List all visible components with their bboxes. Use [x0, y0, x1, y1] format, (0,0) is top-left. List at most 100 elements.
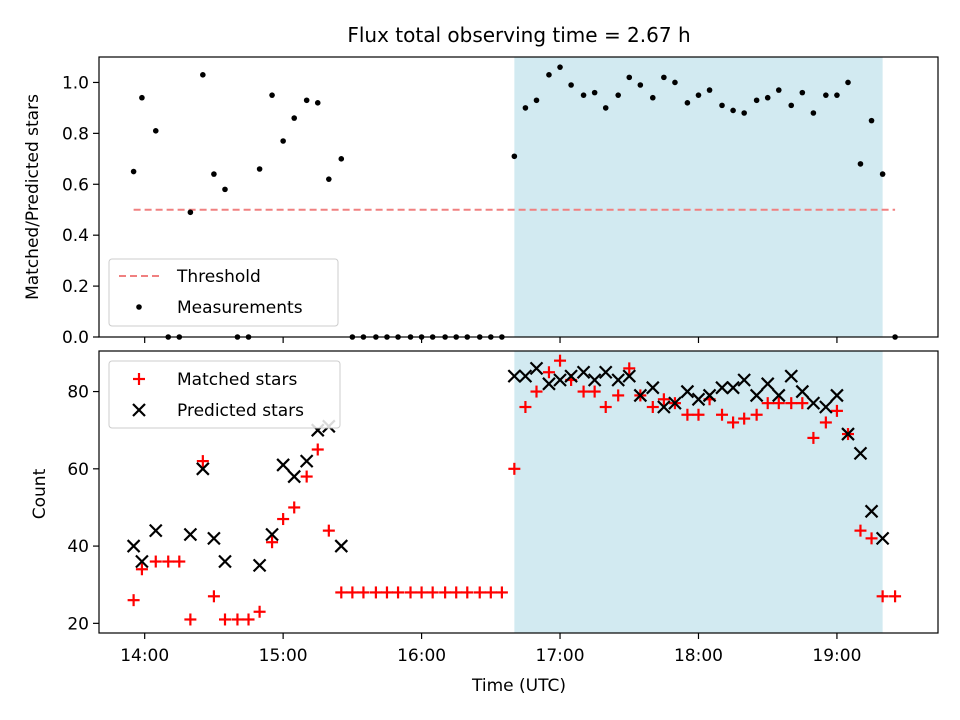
y-tick-label: 0.4 — [62, 226, 89, 246]
predicted-star-point — [126, 539, 141, 553]
predicted-star-point — [553, 373, 567, 387]
matched-star-point — [253, 605, 266, 618]
x-axis-label: Time (UTC) — [471, 676, 566, 696]
predicted-star-point — [680, 384, 695, 399]
predicted-star-point — [864, 504, 879, 519]
predicted-star-point — [749, 388, 764, 403]
legend-predicted-swatch — [132, 403, 146, 417]
matched-star-point — [135, 563, 148, 576]
matched-star-point — [519, 401, 532, 414]
measurement-point — [187, 209, 194, 216]
bottom-legend-box — [108, 360, 341, 429]
predicted-star-point — [265, 527, 279, 542]
predicted-star-point — [542, 377, 556, 391]
predicted-star-point — [715, 380, 729, 395]
matched-star-point — [357, 586, 370, 599]
matched-star-point — [876, 590, 889, 603]
predicted-star-point — [668, 396, 682, 410]
measurement-point — [326, 176, 332, 182]
matched-star-point — [266, 536, 279, 549]
measurement-point — [602, 105, 609, 111]
predicted-star-point — [611, 373, 625, 387]
predicted-star-point — [795, 384, 810, 399]
matched-star-point — [426, 586, 439, 599]
predicted-star-point — [737, 373, 751, 387]
legend-predicted-label: Predicted stars — [177, 401, 304, 421]
measurement-point — [291, 115, 298, 121]
y-tick-label: 40 — [67, 537, 89, 557]
predicted-star-point — [207, 531, 221, 546]
predicted-star-point — [875, 531, 890, 546]
matched-star-point — [612, 389, 625, 402]
matched-star-point — [588, 385, 601, 398]
matched-star-point — [380, 586, 393, 599]
matched-star-point — [508, 462, 521, 475]
matched-star-point — [761, 397, 774, 410]
measurement-point — [845, 79, 851, 86]
bottom-axes-frame — [98, 350, 939, 634]
matched-star-point — [311, 443, 324, 456]
legend-matched-swatch — [133, 373, 145, 385]
predicted-star-point — [518, 369, 533, 383]
measurement-point — [580, 92, 587, 98]
predicted-star-point — [218, 554, 232, 569]
measurement-point — [568, 82, 574, 88]
matched-star-point — [727, 416, 740, 429]
measurement-point — [719, 102, 725, 109]
top-axes-frame — [98, 56, 939, 338]
ratio-panel: 0.0 0.2 0.4 0.6 0.8 1.0 Matched/Predicted sta… — [23, 56, 939, 348]
x-tick-label: 17:00 — [536, 646, 585, 666]
matched-star-point — [473, 586, 486, 599]
matched-star-point — [785, 397, 798, 410]
measurement-point — [649, 94, 656, 101]
measurement-point — [557, 64, 563, 70]
matched-star-point — [854, 524, 867, 537]
measurement-point — [741, 110, 747, 116]
chart-title: Flux total observing time = 2.67 h — [347, 23, 690, 47]
x-tick-label: 15:00 — [259, 646, 308, 666]
matched-star-point — [657, 393, 670, 406]
measurement-point — [139, 94, 145, 101]
bottom-x-ticks: 14:00 15:00 16:00 17:00 18:00 19:00 — [120, 633, 861, 666]
matched-star-point — [819, 416, 832, 429]
matched-star-point — [242, 613, 255, 626]
predicted-star-point — [507, 369, 522, 383]
predicted-star-point — [806, 396, 821, 410]
measurement-point — [775, 87, 782, 93]
y-tick-label: 80 — [67, 383, 89, 403]
predicted-star-point — [657, 400, 671, 414]
measurement-point — [637, 82, 644, 88]
matched-star-point — [162, 555, 175, 568]
measurement-point — [152, 128, 159, 134]
measurement-point — [511, 153, 518, 160]
top-y-axis-label: Matched/Predicted stars — [23, 94, 43, 300]
measurement-point — [672, 79, 678, 86]
predicted-star-point — [252, 558, 267, 573]
matched-star-point — [738, 412, 751, 425]
legend-threshold-label: Threshold — [176, 267, 261, 287]
measurement-point — [764, 94, 771, 101]
measurement-point — [823, 92, 829, 98]
x-tick-label: 18:00 — [674, 646, 723, 666]
measurement-point — [130, 168, 137, 175]
matched-star-point — [369, 586, 382, 599]
matched-star-point — [461, 586, 474, 599]
matched-star-point — [542, 366, 555, 379]
measurement-point — [799, 89, 806, 96]
matched-star-point — [450, 586, 463, 599]
predicted-star-point — [691, 392, 706, 407]
predicted-star-point — [287, 469, 301, 484]
matched-star-point — [439, 586, 452, 599]
predicted-star-point — [148, 523, 163, 538]
matched-star-point — [772, 397, 785, 410]
matched-star-point — [865, 532, 878, 545]
y-tick-label: 60 — [67, 460, 89, 480]
matched-star-point — [889, 590, 902, 603]
measurement-points — [130, 64, 898, 340]
measurement-point — [533, 97, 540, 104]
matched-star-point — [623, 362, 636, 375]
predicted-star-point — [196, 462, 210, 476]
measurement-point — [706, 87, 713, 93]
matched-star-point — [716, 408, 729, 421]
